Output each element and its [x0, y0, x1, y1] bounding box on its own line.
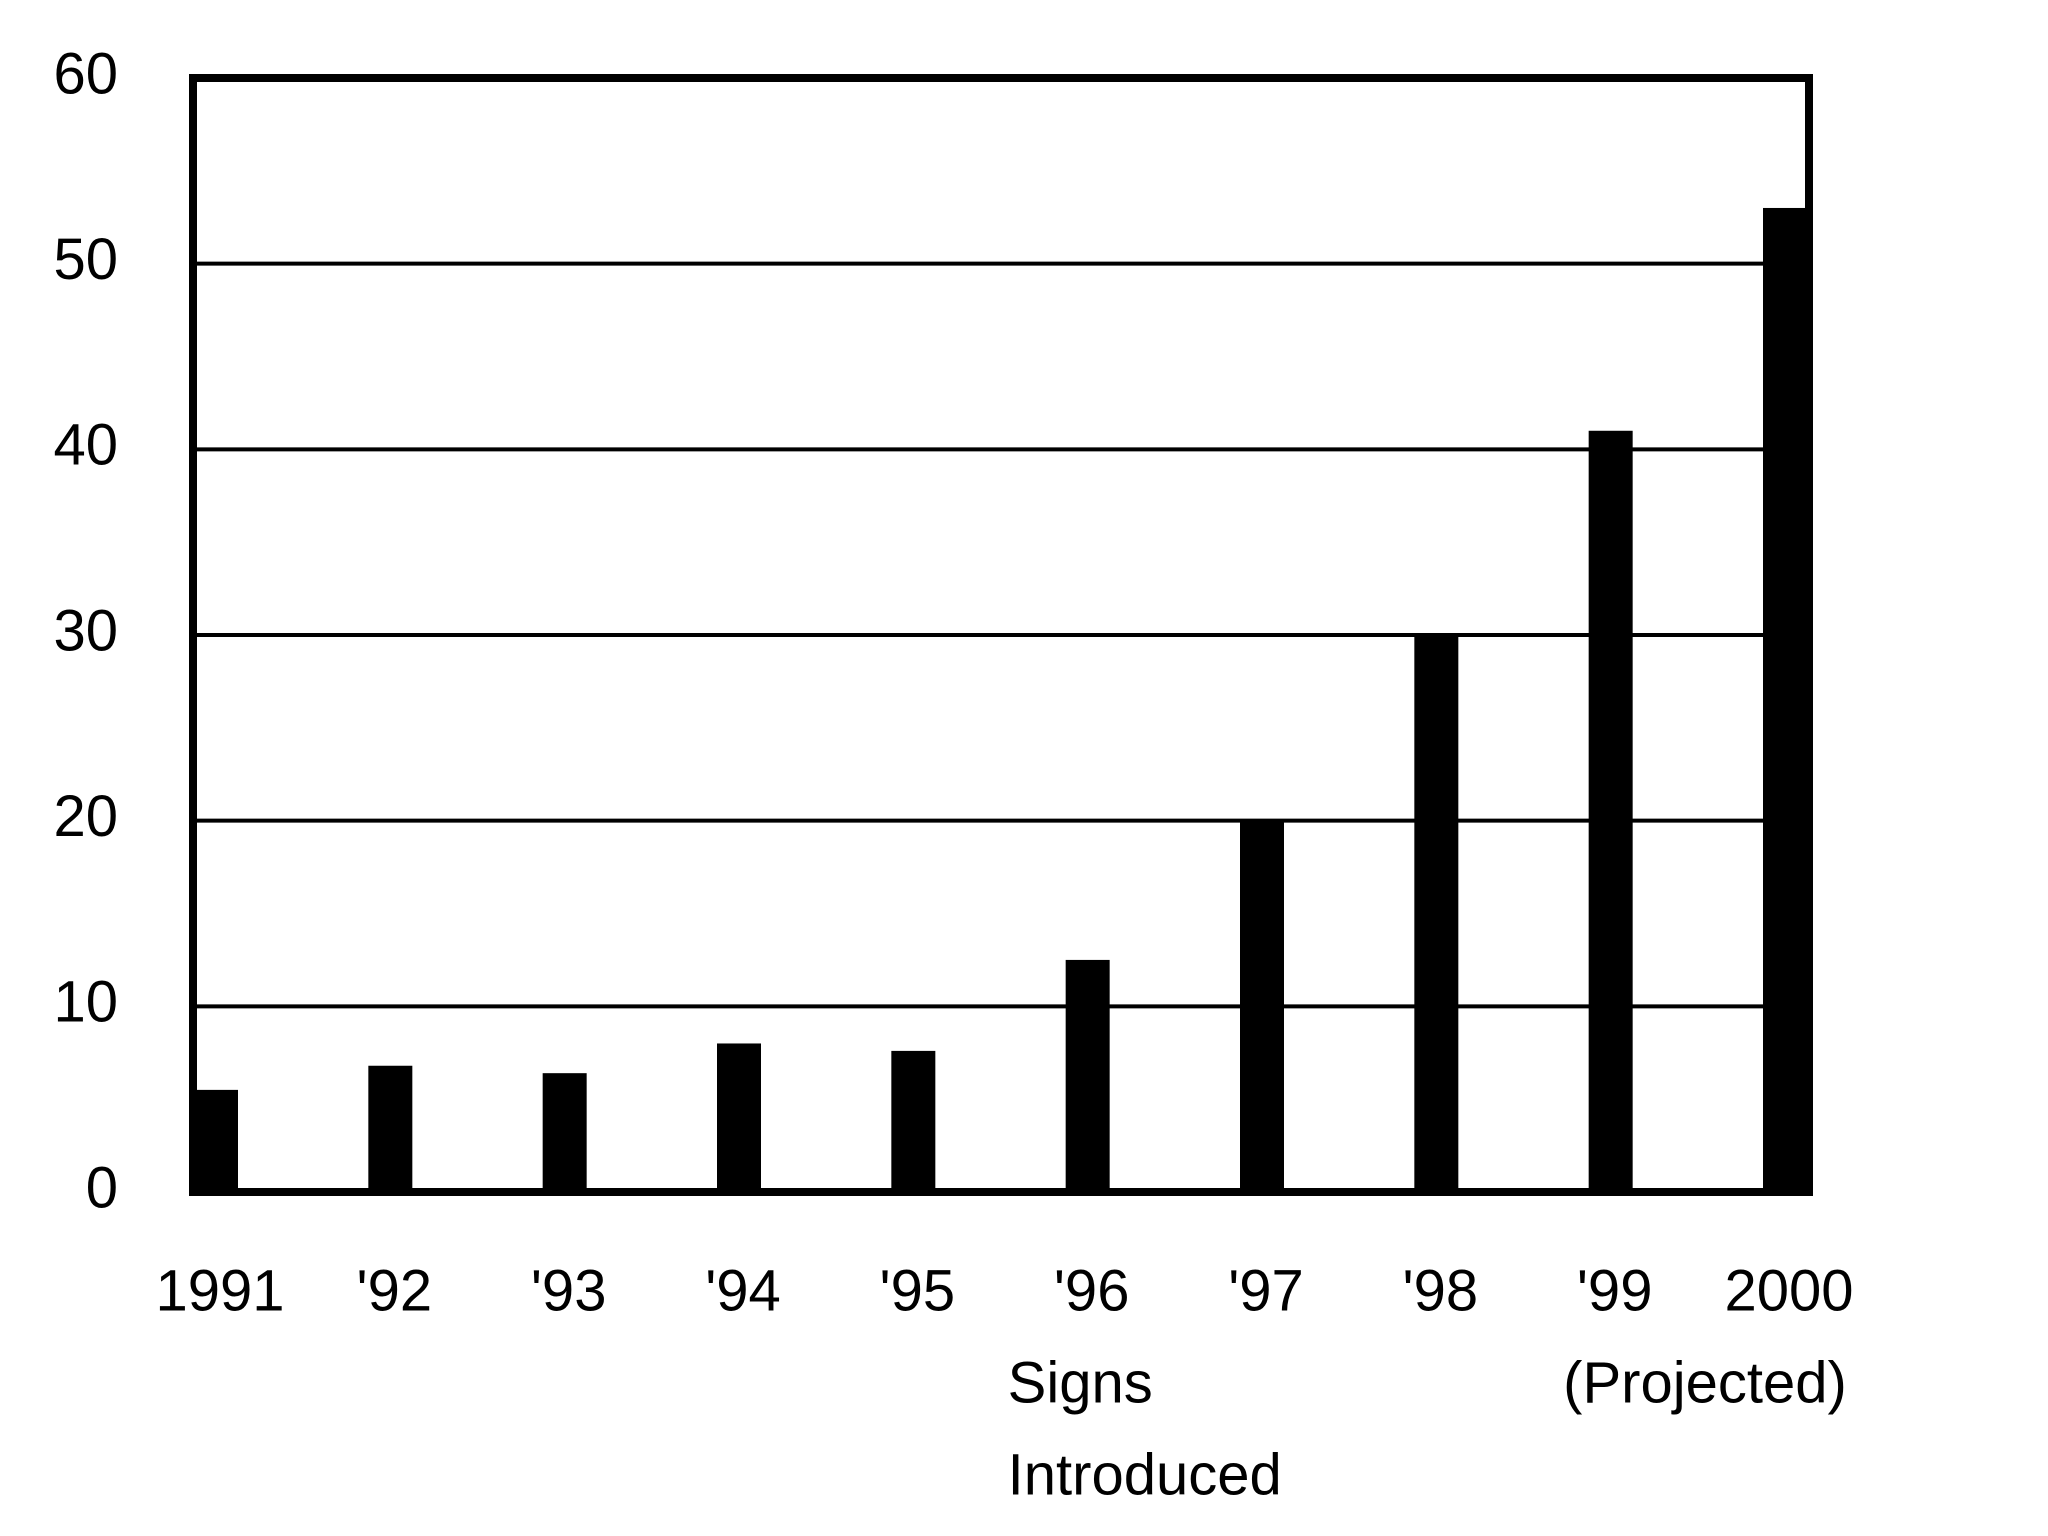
- plot-frame: [189, 74, 1813, 1196]
- x-tick-label: 1991: [155, 1258, 284, 1323]
- x-tick-label: '99: [1577, 1258, 1653, 1323]
- bar: [1414, 635, 1459, 1192]
- x-tick-label: '95: [880, 1258, 956, 1323]
- x-tick-label: '93: [531, 1258, 607, 1323]
- x-tick-label: '97: [1228, 1258, 1304, 1323]
- bar: [1588, 430, 1633, 1192]
- annotation: Introduced: [1008, 1442, 1282, 1507]
- bar: [717, 1043, 761, 1192]
- y-tick-label: 20: [53, 784, 118, 849]
- x-tick-label: '94: [705, 1258, 781, 1323]
- y-tick-label: 30: [53, 598, 118, 663]
- bar: [1763, 207, 1807, 1192]
- y-tick-label: 0: [86, 1155, 118, 1220]
- bar: [368, 1065, 413, 1192]
- bar: [1240, 820, 1284, 1192]
- y-tick-label: 50: [53, 227, 118, 292]
- annotation: (Projected): [1563, 1350, 1847, 1415]
- bar: [542, 1073, 587, 1192]
- y-tick-label: 40: [53, 413, 118, 478]
- x-tick-label: 2000: [1724, 1258, 1853, 1323]
- x-tick-label: '96: [1054, 1258, 1130, 1323]
- bar: [891, 1050, 936, 1192]
- x-tick-label: '92: [357, 1258, 433, 1323]
- x-tick-label: '98: [1403, 1258, 1479, 1323]
- y-tick-label: 60: [53, 41, 118, 106]
- y-tick-label: 10: [53, 970, 118, 1035]
- annotation: Signs: [1008, 1350, 1153, 1415]
- bar: [194, 1089, 238, 1192]
- bar: [1065, 959, 1110, 1192]
